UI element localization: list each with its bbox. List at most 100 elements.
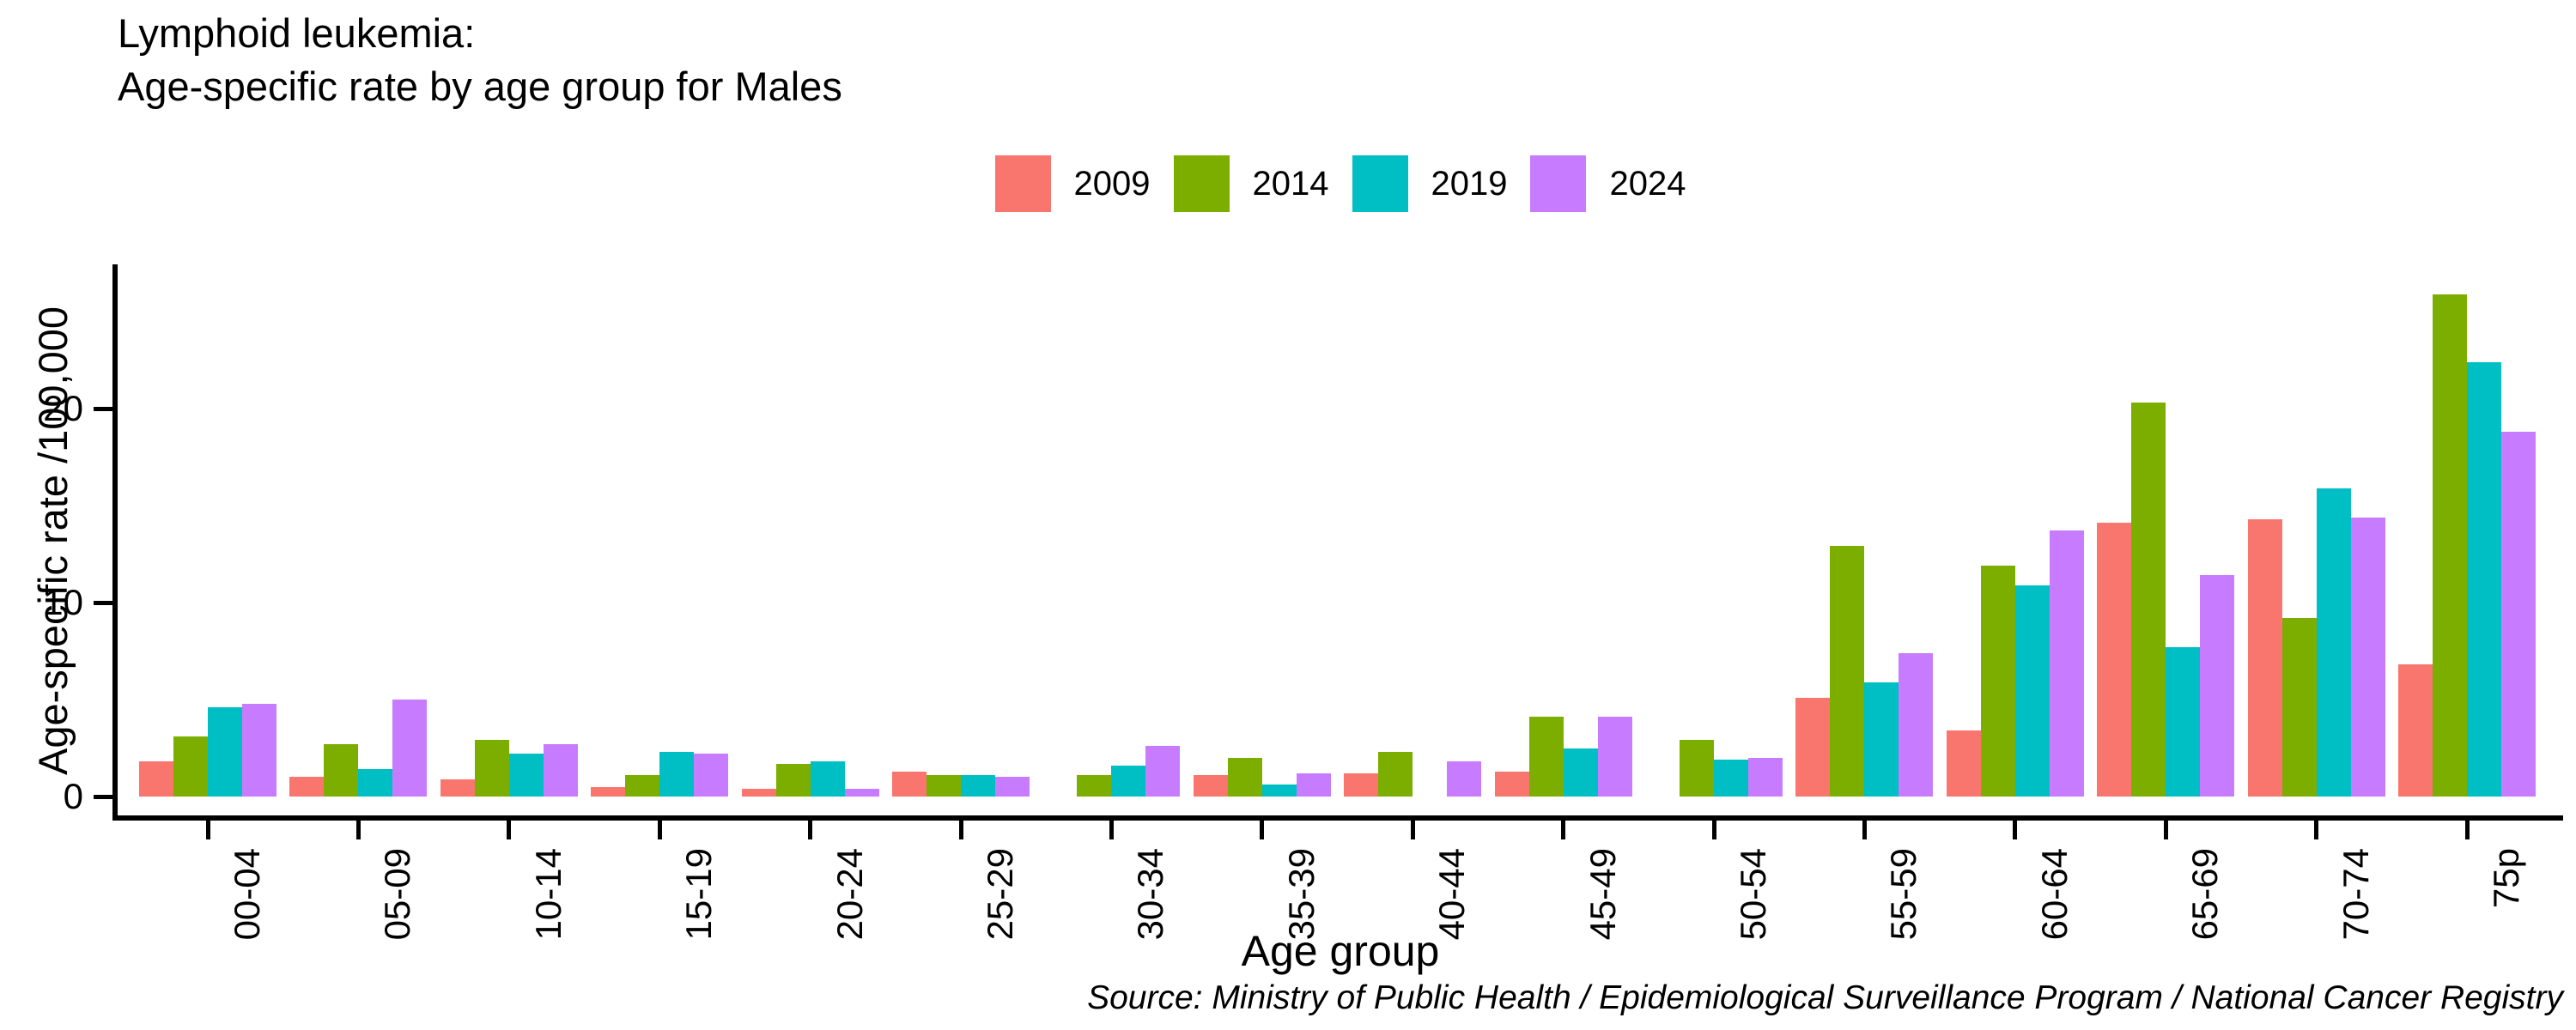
- bar-2009-15-19: [591, 786, 626, 797]
- legend-item-2009: 2009: [994, 155, 1151, 212]
- bar-2009-35-39: [1193, 775, 1228, 797]
- bar-2024-05-09: [392, 700, 428, 797]
- bar-2009-55-59: [1795, 697, 1831, 797]
- legend-swatch-2019: [1352, 155, 1408, 212]
- bar-2009-05-09: [289, 777, 325, 797]
- chart-title: Lymphoid leukemia: Age-specific rate by …: [118, 7, 842, 113]
- bar-2014-15-19: [625, 775, 660, 797]
- bar-2024-65-69: [2200, 575, 2235, 797]
- legend-label: 2009: [1073, 165, 1151, 203]
- legend-label: 2019: [1431, 165, 1508, 203]
- bar-2024-40-44: [1447, 761, 1482, 797]
- x-axis-line: [112, 815, 2563, 821]
- x-tick-mark: [2464, 821, 2470, 839]
- x-tick-mark: [1862, 821, 1867, 839]
- x-tick-mark: [507, 821, 512, 839]
- bar-2014-65-69: [2131, 403, 2166, 797]
- bar-2019-15-19: [659, 752, 695, 797]
- x-tick-mark: [2163, 821, 2168, 839]
- x-axis-title: Age group: [1241, 927, 1440, 975]
- bar-2019-05-09: [358, 769, 393, 797]
- bar-2009-10-14: [440, 779, 475, 797]
- bar-2014-75p: [2433, 294, 2467, 797]
- bar-2014-00-04: [173, 736, 208, 797]
- bar-2009-45-49: [1494, 771, 1529, 797]
- bar-2019-35-39: [1261, 785, 1297, 797]
- y-axis-line: [112, 264, 118, 821]
- bar-2019-20-24: [810, 761, 845, 797]
- bar-2009-65-69: [2097, 523, 2132, 797]
- bar-2019-45-49: [1563, 748, 1598, 797]
- legend-swatch-2009: [994, 155, 1051, 212]
- legend-label: 2024: [1609, 165, 1686, 203]
- bar-2014-35-39: [1227, 757, 1262, 797]
- bar-2014-70-74: [2281, 618, 2317, 797]
- x-tick-mark: [205, 821, 210, 839]
- bar-2019-75p: [2467, 361, 2501, 797]
- bar-2024-45-49: [1597, 717, 1632, 797]
- bar-2009-75p: [2398, 664, 2433, 797]
- bar-2024-20-24: [844, 788, 879, 797]
- legend: 2009 2014 2019 2024: [118, 155, 2563, 212]
- bar-2009-25-29: [892, 771, 927, 797]
- bar-2014-25-29: [927, 775, 961, 797]
- bar-2024-30-34: [1145, 746, 1181, 797]
- bar-2024-15-19: [694, 754, 729, 797]
- bar-2019-00-04: [208, 707, 242, 797]
- source-caption: Source: Ministry of Public Health / Epid…: [1087, 979, 2563, 1016]
- x-tick-mark: [1711, 821, 1716, 839]
- y-tick-label: 20: [43, 388, 83, 428]
- bar-2014-40-44: [1378, 752, 1413, 797]
- legend-label: 2014: [1252, 165, 1329, 203]
- x-tick-mark: [2013, 821, 2018, 839]
- x-tick-mark: [2314, 821, 2319, 839]
- y-tick-mark: [94, 600, 112, 605]
- bar-2024-70-74: [2350, 517, 2385, 797]
- bar-2009-00-04: [139, 761, 173, 797]
- bar-2019-70-74: [2316, 488, 2351, 797]
- bar-2019-55-59: [1864, 682, 1899, 797]
- x-tick-mark: [1260, 821, 1265, 839]
- legend-item-2019: 2019: [1352, 155, 1508, 212]
- chart-title-line2: Age-specific rate by age group for Males: [118, 64, 842, 109]
- bar-2009-20-24: [741, 788, 776, 797]
- bar-2024-00-04: [242, 703, 276, 797]
- bar-2019-60-64: [2014, 585, 2050, 797]
- chart-title-line1: Lymphoid leukemia:: [118, 10, 476, 56]
- x-tick-mark: [1410, 821, 1415, 839]
- bar-2019-25-29: [961, 775, 995, 797]
- y-tick-mark: [94, 406, 112, 411]
- x-tick-mark: [1109, 821, 1114, 839]
- bar-2024-10-14: [543, 743, 578, 797]
- bar-2014-45-49: [1528, 717, 1564, 797]
- bar-2019-30-34: [1111, 765, 1146, 797]
- bar-2014-10-14: [474, 740, 509, 797]
- x-tick-mark: [808, 821, 813, 839]
- bar-2024-35-39: [1296, 772, 1331, 797]
- bar-2019-50-54: [1714, 760, 1748, 797]
- y-tick-label: 10: [43, 582, 83, 622]
- y-tick-label: 0: [63, 776, 83, 816]
- x-tick-mark: [355, 821, 361, 839]
- bar-2009-70-74: [2247, 518, 2282, 797]
- bar-2014-50-54: [1680, 740, 1714, 797]
- bar-2014-30-34: [1077, 775, 1112, 797]
- bar-2009-60-64: [1946, 730, 1981, 797]
- legend-swatch-2014: [1173, 155, 1230, 212]
- bar-2014-20-24: [775, 763, 811, 797]
- bar-2024-25-29: [995, 777, 1030, 797]
- bar-2024-50-54: [1748, 757, 1783, 797]
- bar-2009-40-44: [1344, 772, 1379, 797]
- legend-item-2014: 2014: [1173, 155, 1329, 212]
- bar-2024-55-59: [1899, 652, 1934, 797]
- y-tick-mark: [94, 794, 112, 799]
- x-tick-mark: [958, 821, 963, 839]
- bar-2014-05-09: [324, 743, 359, 797]
- bar-2014-60-64: [1980, 566, 2015, 797]
- bar-2024-75p: [2501, 432, 2536, 797]
- bar-2019-65-69: [2166, 646, 2201, 797]
- legend-swatch-2024: [1530, 155, 1587, 212]
- x-tick-mark: [1561, 821, 1566, 839]
- y-axis-title: Age-specific rate /100,000: [30, 306, 76, 776]
